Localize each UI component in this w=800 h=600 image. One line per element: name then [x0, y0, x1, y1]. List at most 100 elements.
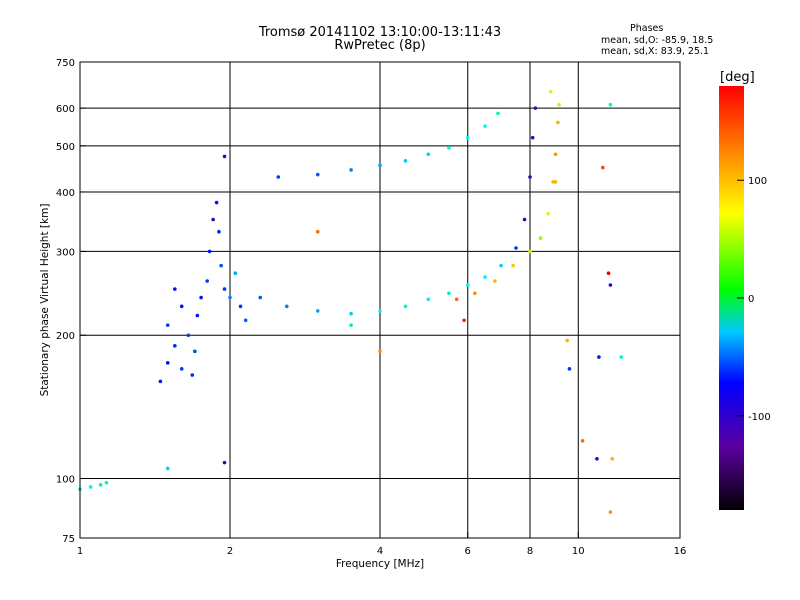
data-point — [349, 323, 353, 327]
data-point — [606, 271, 611, 276]
y-tick-label: 75 — [62, 534, 75, 545]
data-point — [276, 175, 281, 179]
data-point — [403, 304, 408, 309]
data-point — [104, 480, 109, 485]
data-point — [403, 159, 408, 163]
data-point — [179, 367, 184, 371]
x-tick-label: 10 — [572, 546, 585, 557]
x-tick-label: 4 — [377, 546, 383, 557]
data-point — [378, 349, 382, 354]
data-point — [284, 304, 289, 309]
data-point — [98, 483, 103, 487]
data-point — [243, 318, 248, 323]
data-point — [447, 291, 451, 296]
data-point — [595, 457, 599, 461]
data-point — [601, 165, 605, 170]
data-point — [473, 291, 477, 296]
data-point — [597, 355, 601, 359]
data-point — [315, 229, 320, 234]
data-point — [219, 263, 223, 268]
data-point — [608, 510, 613, 514]
y-tick-label: 400 — [56, 188, 75, 199]
data-point — [186, 333, 191, 338]
y-tick-label: 750 — [56, 58, 75, 69]
data-point — [533, 106, 538, 110]
data-point — [349, 168, 353, 172]
colorbar-ticks: 100 0 -100 — [737, 176, 771, 423]
data-point — [580, 439, 585, 443]
x-tick-label: 6 — [465, 546, 471, 557]
data-point — [193, 349, 197, 354]
stats-o-mode: mean, sd,O: -85.9, 18.5 — [601, 35, 714, 46]
grid-lines — [80, 62, 680, 538]
data-point — [158, 379, 163, 384]
y-tick-label: 100 — [56, 475, 75, 486]
data-point — [222, 154, 227, 159]
y-tick-label: 300 — [56, 247, 75, 258]
chart-title: Tromsø 20141102 13:10:00-13:11:43 — [258, 25, 502, 40]
data-point — [546, 211, 550, 216]
data-point — [493, 279, 497, 283]
data-point — [222, 287, 227, 291]
colorbar-tick-label: 0 — [748, 294, 754, 305]
data-point — [228, 295, 232, 300]
data-point — [454, 297, 459, 302]
data-point — [217, 229, 221, 234]
y-tick-label: 500 — [56, 142, 75, 153]
data-point — [465, 283, 470, 287]
data-point — [315, 309, 320, 313]
data-point — [238, 304, 243, 309]
data-point — [608, 102, 613, 107]
data-point — [165, 323, 170, 327]
data-point — [173, 344, 177, 348]
data-point — [565, 338, 569, 343]
data-point — [207, 249, 212, 254]
data-point — [556, 120, 560, 125]
stats-header: Phases — [630, 23, 664, 34]
data-point — [195, 313, 200, 318]
data-point — [553, 180, 558, 184]
data-point — [214, 200, 219, 205]
chart-subtitle: RwPretec (8p) — [334, 38, 426, 53]
data-point — [165, 361, 170, 365]
data-point — [608, 283, 613, 287]
data-point — [165, 466, 170, 471]
data-point — [465, 135, 470, 140]
data-point — [496, 111, 500, 116]
data-point — [483, 124, 487, 128]
colorbar-label: [deg] — [720, 70, 755, 85]
data-point — [522, 217, 527, 222]
data-point — [567, 367, 572, 371]
data-point — [426, 297, 431, 302]
data-point — [511, 263, 515, 268]
x-tick-label: 1 — [77, 546, 83, 557]
colorbar-tick-label: 100 — [748, 176, 767, 187]
data-points — [78, 89, 624, 514]
data-point — [610, 457, 615, 461]
data-point — [462, 318, 466, 323]
data-point — [619, 355, 624, 359]
x-tick-label: 2 — [227, 546, 233, 557]
data-point — [447, 146, 451, 150]
data-point — [173, 287, 177, 291]
data-point — [378, 309, 382, 313]
data-point — [499, 263, 503, 268]
data-point — [528, 175, 532, 179]
data-point — [530, 135, 535, 140]
data-point — [222, 460, 227, 465]
x-axis-label: Frequency [MHz] — [335, 558, 425, 570]
data-point — [190, 373, 195, 377]
x-tick-label: 16 — [674, 546, 687, 557]
data-point — [315, 172, 320, 177]
colorbar-tick-label: -100 — [748, 412, 771, 423]
data-point — [514, 246, 518, 250]
data-point — [426, 152, 431, 157]
data-point — [557, 102, 561, 107]
data-point — [538, 236, 543, 240]
x-tick-label: 8 — [527, 546, 533, 557]
data-point — [211, 217, 215, 222]
data-point — [528, 249, 532, 254]
data-point — [205, 279, 209, 283]
y-tick-label: 600 — [56, 104, 75, 115]
